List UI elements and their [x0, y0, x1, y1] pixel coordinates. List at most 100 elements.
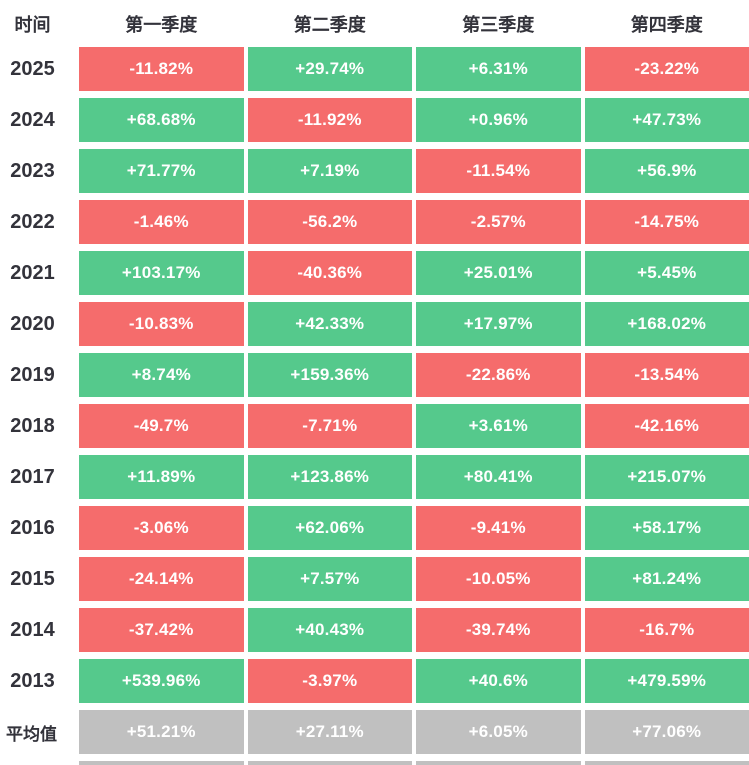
value-cell: +42.33% — [247, 302, 412, 346]
row-cells: +8.74% +159.36% -22.86% -13.54% — [79, 353, 749, 397]
value-cell — [247, 761, 412, 765]
value-cell: +71.77% — [79, 149, 244, 193]
value-cell: +27.11% — [247, 710, 412, 754]
value-cell: +29.74% — [247, 47, 412, 91]
row-cells: -37.42% +40.43% -39.74% -16.7% — [79, 608, 749, 652]
row-cells: -49.7% -7.71% +3.61% -42.16% — [79, 404, 749, 448]
quarter-headers: 第一季度 第二季度 第三季度 第四季度 — [79, 11, 749, 37]
partial-clipped-row — [0, 761, 749, 765]
value-cell: -37.42% — [79, 608, 244, 652]
value-cell: +5.45% — [584, 251, 749, 295]
value-cell: +539.96% — [79, 659, 244, 703]
value-cell: +159.36% — [247, 353, 412, 397]
table-row: 2022 -1.46% -56.2% -2.57% -14.75% — [0, 200, 749, 244]
column-header-quarter-4: 第四季度 — [630, 14, 703, 35]
table-row: 2013 +539.96% -3.97% +40.6% +479.59% — [0, 659, 749, 703]
value-cell: -10.83% — [79, 302, 244, 346]
value-cell: -9.41% — [416, 506, 581, 550]
row-label: 2014 — [10, 618, 55, 641]
value-cell: +68.68% — [79, 98, 244, 142]
value-cell: -1.46% — [79, 200, 244, 244]
table-row: 2019 +8.74% +159.36% -22.86% -13.54% — [0, 353, 749, 397]
row-cells: -3.06% +62.06% -9.41% +58.17% — [79, 506, 749, 550]
value-cell: -2.57% — [416, 200, 581, 244]
value-cell: +8.74% — [79, 353, 244, 397]
row-label: 2025 — [10, 57, 55, 80]
value-cell: +6.31% — [416, 47, 581, 91]
value-cell: +40.43% — [247, 608, 412, 652]
row-label: 2024 — [10, 108, 55, 131]
value-cell: -3.97% — [247, 659, 412, 703]
row-label: 2019 — [10, 363, 55, 386]
value-cell: +123.86% — [247, 455, 412, 499]
table-row: 2025 -11.82% +29.74% +6.31% -23.22% — [0, 47, 749, 91]
value-cell: -49.7% — [79, 404, 244, 448]
table-row: 2018 -49.7% -7.71% +3.61% -42.16% — [0, 404, 749, 448]
value-cell: +3.61% — [416, 404, 581, 448]
column-header-quarter-2: 第二季度 — [293, 14, 366, 35]
row-label: 2013 — [10, 669, 55, 692]
value-cell: -56.2% — [247, 200, 412, 244]
value-cell: +58.17% — [584, 506, 749, 550]
row-label: 2021 — [10, 261, 55, 284]
value-cell: +56.9% — [584, 149, 749, 193]
column-header-quarter-1: 第一季度 — [125, 14, 198, 35]
value-cell: +17.97% — [416, 302, 581, 346]
value-cell: +7.57% — [247, 557, 412, 601]
value-cell: +7.19% — [247, 149, 412, 193]
table-row: 2017 +11.89% +123.86% +80.41% +215.07% — [0, 455, 749, 499]
table-row: 2021 +103.17% -40.36% +25.01% +5.45% — [0, 251, 749, 295]
value-cell: -10.05% — [416, 557, 581, 601]
value-cell: +25.01% — [416, 251, 581, 295]
table-row: 2024 +68.68% -11.92% +0.96% +47.73% — [0, 98, 749, 142]
table-row: 2014 -37.42% +40.43% -39.74% -16.7% — [0, 608, 749, 652]
table-row: 2020 -10.83% +42.33% +17.97% +168.02% — [0, 302, 749, 346]
value-cell: -22.86% — [416, 353, 581, 397]
value-cell — [416, 761, 581, 765]
value-cell: +51.21% — [79, 710, 244, 754]
row-cells: -10.83% +42.33% +17.97% +168.02% — [79, 302, 749, 346]
row-label: 2018 — [10, 414, 55, 437]
value-cell: +479.59% — [584, 659, 749, 703]
value-cell: -13.54% — [584, 353, 749, 397]
row-label: 2017 — [10, 465, 55, 488]
value-cell — [584, 761, 749, 765]
value-cell: -11.54% — [416, 149, 581, 193]
row-label: 平均值 — [6, 724, 57, 744]
value-cell: -24.14% — [79, 557, 244, 601]
row-cells: +539.96% -3.97% +40.6% +479.59% — [79, 659, 749, 703]
value-cell: -16.7% — [584, 608, 749, 652]
row-label: 2015 — [10, 567, 55, 590]
value-cell: +103.17% — [79, 251, 244, 295]
value-cell: -11.82% — [79, 47, 244, 91]
table-row: 2016 -3.06% +62.06% -9.41% +58.17% — [0, 506, 749, 550]
value-cell: +6.05% — [416, 710, 581, 754]
value-cell — [79, 761, 244, 765]
value-cell: +168.02% — [584, 302, 749, 346]
row-label: 2020 — [10, 312, 55, 335]
value-cell: -11.92% — [247, 98, 412, 142]
value-cell: -40.36% — [247, 251, 412, 295]
row-label: 2016 — [10, 516, 55, 539]
value-cell: -23.22% — [584, 47, 749, 91]
row-cells — [79, 761, 749, 765]
value-cell: -39.74% — [416, 608, 581, 652]
value-cell: +215.07% — [584, 455, 749, 499]
value-cell: +81.24% — [584, 557, 749, 601]
value-cell: -7.71% — [247, 404, 412, 448]
row-cells: +68.68% -11.92% +0.96% +47.73% — [79, 98, 749, 142]
value-cell: +80.41% — [416, 455, 581, 499]
row-cells: -24.14% +7.57% -10.05% +81.24% — [79, 557, 749, 601]
value-cell: -3.06% — [79, 506, 244, 550]
value-cell: +11.89% — [79, 455, 244, 499]
row-label: 2023 — [10, 159, 55, 182]
table-row: 2023 +71.77% +7.19% -11.54% +56.9% — [0, 149, 749, 193]
row-cells: -1.46% -56.2% -2.57% -14.75% — [79, 200, 749, 244]
value-cell: +47.73% — [584, 98, 749, 142]
row-cells: +51.21% +27.11% +6.05% +77.06% — [79, 710, 749, 754]
table-body: 2025 -11.82% +29.74% +6.31% -23.22% 2024 +68.6… — [0, 47, 749, 765]
row-cells: -11.82% +29.74% +6.31% -23.22% — [79, 47, 749, 91]
row-cells: +71.77% +7.19% -11.54% +56.9% — [79, 149, 749, 193]
average-row: 平均值 +51.21% +27.11% +6.05% +77.06% — [0, 710, 749, 754]
